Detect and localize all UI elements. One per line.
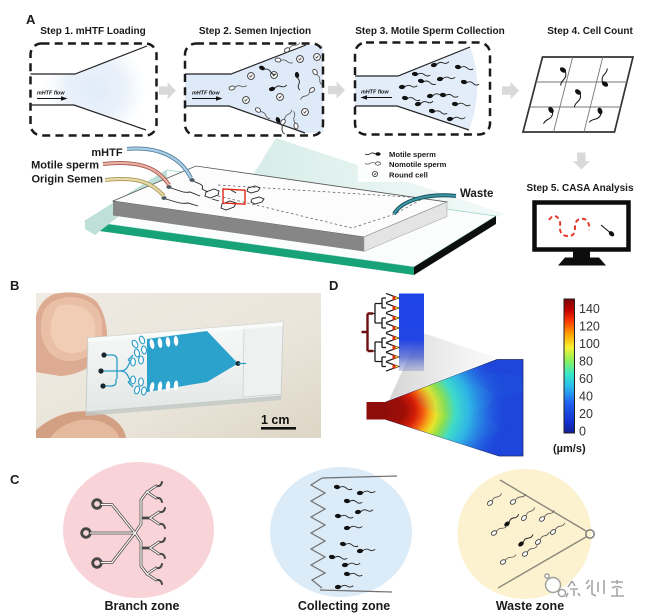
svg-text:Motile sperm: Motile sperm [31, 160, 99, 172]
svg-text:D: D [329, 278, 338, 293]
svg-text:40: 40 [579, 390, 593, 404]
svg-text:Branch zone: Branch zone [104, 599, 179, 613]
svg-text:0: 0 [579, 425, 586, 439]
svg-text:20: 20 [579, 407, 593, 421]
svg-text:120: 120 [579, 320, 600, 334]
svg-text:mHTF flow: mHTF flow [37, 91, 65, 97]
svg-text:Collecting zone: Collecting zone [298, 599, 390, 613]
svg-text:(µm/s): (µm/s) [553, 443, 586, 455]
svg-text:A: A [26, 12, 36, 27]
svg-text:C: C [10, 472, 20, 487]
svg-text:mHTF flow: mHTF flow [361, 90, 389, 96]
svg-text:Origin Semen: Origin Semen [31, 174, 103, 186]
svg-text:Round cell: Round cell [389, 171, 428, 180]
svg-text:Step 2. Semen Injection: Step 2. Semen Injection [199, 26, 311, 37]
svg-text:Step 4. Cell Count: Step 4. Cell Count [547, 26, 633, 37]
svg-text:B: B [10, 278, 19, 293]
svg-text:Motile sperm: Motile sperm [389, 150, 436, 159]
svg-text:140: 140 [579, 302, 600, 316]
svg-text:1 cm: 1 cm [261, 413, 290, 427]
svg-text:Waste: Waste [460, 188, 493, 200]
svg-text:80: 80 [579, 355, 593, 369]
svg-text:Step 1. mHTF Loading: Step 1. mHTF Loading [40, 26, 146, 37]
svg-text:100: 100 [579, 337, 600, 351]
svg-text:mHTF flow: mHTF flow [192, 91, 220, 97]
svg-text:Step 3. Motile Sperm Collectio: Step 3. Motile Sperm Collection [355, 26, 504, 37]
svg-text:Waste zone: Waste zone [496, 599, 564, 613]
svg-text:Nomotile sperm: Nomotile sperm [389, 160, 447, 169]
svg-text:mHTF: mHTF [91, 147, 122, 159]
svg-text:Step 5. CASA Analysis: Step 5. CASA Analysis [526, 183, 634, 194]
svg-text:60: 60 [579, 372, 593, 386]
